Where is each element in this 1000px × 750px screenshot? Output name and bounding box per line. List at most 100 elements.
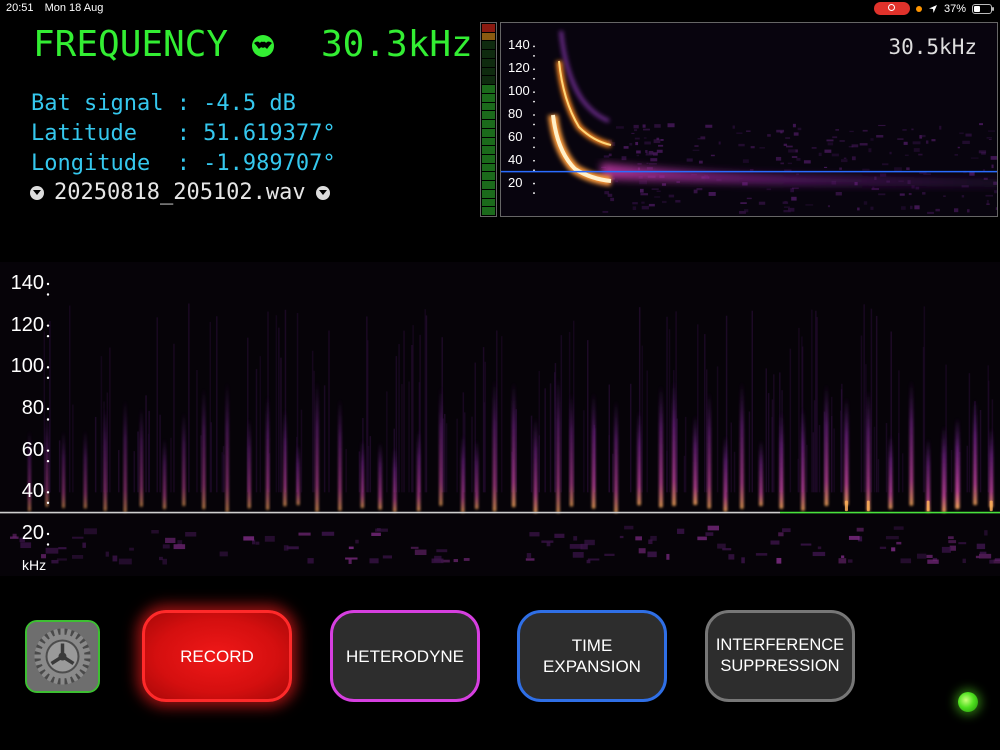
interference-suppression-button[interactable]: INTERFERENCE SUPPRESSION: [705, 610, 855, 702]
fundamental-core: [551, 114, 612, 183]
noise-column: [771, 399, 774, 493]
noise-speck: [431, 558, 444, 564]
noise-column: [630, 383, 632, 493]
gear-tooth: [34, 654, 42, 659]
noise-speck: [878, 193, 886, 196]
screen-record-icon[interactable]: [873, 2, 910, 15]
time-expansion-button[interactable]: TIME EXPANSION: [517, 610, 667, 702]
axis-dot: [46, 543, 50, 546]
mini-spectrogram[interactable]: 30.5kHz: [500, 22, 998, 217]
noise-column: [676, 418, 678, 493]
noise-speck: [790, 188, 794, 193]
noise-speck: [848, 535, 860, 540]
file-prev-icon[interactable]: [30, 185, 44, 200]
noise-column: [268, 453, 271, 493]
noise-speck: [660, 139, 664, 141]
harmonic-trace: [559, 30, 610, 123]
noise-column: [554, 363, 557, 493]
file-next-icon[interactable]: [315, 185, 330, 200]
noise-speck: [105, 551, 109, 557]
noise-column: [725, 315, 728, 493]
noise-speck: [862, 168, 870, 171]
noise-speck: [41, 554, 47, 559]
noise-speck: [749, 168, 754, 171]
main-spectrogram[interactable]: [0, 262, 1000, 576]
call-streak: [461, 434, 465, 513]
noise-speck: [843, 157, 847, 160]
noise-speck: [962, 140, 970, 145]
noise-speck: [785, 137, 791, 140]
interference-suppression-label: INTERFERENCE SUPPRESSION: [716, 635, 844, 677]
noise-speck: [675, 200, 681, 203]
noise-speck: [645, 150, 648, 153]
noise-speck: [641, 201, 645, 204]
noise-column: [748, 411, 751, 493]
noise-speck: [151, 529, 159, 534]
noise-column: [49, 320, 51, 493]
noise-speck: [173, 544, 186, 550]
bat-icon[interactable]: [250, 34, 276, 58]
noise-column: [424, 309, 426, 493]
settings-button[interactable]: [25, 620, 100, 693]
noise-speck: [610, 197, 615, 202]
mini-spectrogram-plot: [501, 30, 997, 214]
noise-column: [200, 435, 202, 493]
noise-speck: [45, 547, 59, 554]
level-meter-segment: [482, 155, 495, 163]
noise-speck: [912, 141, 921, 145]
main-spectrogram-plot: [0, 282, 1000, 565]
noise-column: [863, 304, 865, 493]
noise-speck: [746, 130, 751, 132]
noise-speck: [795, 149, 798, 153]
noise-speck: [651, 188, 659, 190]
axis-dot: [46, 501, 50, 505]
heterodyne-button[interactable]: HETERODYNE: [330, 610, 480, 702]
noise-speck: [911, 128, 914, 131]
noise-column: [798, 327, 800, 493]
noise-column: [280, 357, 282, 493]
noise-speck: [644, 141, 651, 145]
noise-speck: [642, 124, 646, 128]
noise-speck: [786, 145, 793, 148]
noise-column: [255, 368, 258, 493]
noise-speck: [649, 162, 657, 165]
noise-speck: [965, 133, 972, 137]
noise-speck: [839, 140, 845, 142]
noise-column: [666, 316, 668, 493]
noise-speck: [797, 127, 802, 131]
noise-speck: [604, 553, 615, 556]
noise-speck: [796, 157, 801, 161]
noise-column: [419, 334, 421, 493]
record-button[interactable]: RECORD: [142, 610, 292, 702]
status-left: 20:51 Mon 18 Aug: [6, 2, 111, 14]
gear-tooth: [66, 628, 72, 637]
noise-speck: [953, 208, 959, 213]
noise-speck: [880, 173, 887, 177]
call-streak: [556, 377, 560, 514]
call-streak: [801, 407, 805, 512]
noise-speck: [835, 129, 839, 131]
noise-speck: [20, 542, 32, 549]
noise-speck: [986, 137, 992, 139]
bat-signal-text: Bat signal : -4.5 dB: [31, 91, 296, 116]
noise-speck: [903, 141, 908, 145]
level-meter-segment: [482, 172, 495, 181]
axis-dot: [46, 334, 50, 338]
noise-column: [789, 348, 792, 493]
gear-tooth: [53, 628, 59, 637]
noise-speck: [252, 539, 256, 545]
noise-column: [386, 391, 388, 493]
noise-speck: [162, 544, 170, 549]
noise-speck: [919, 135, 923, 139]
noise-speck: [959, 132, 964, 135]
noise-speck: [954, 154, 959, 156]
noise-speck: [656, 137, 660, 140]
noise-speck: [10, 536, 19, 539]
noise-speck: [857, 207, 860, 211]
noise-speck: [580, 543, 588, 550]
noise-column: [443, 413, 446, 493]
noise-speck: [51, 559, 59, 564]
noise-column: [275, 315, 278, 493]
noise-speck: [602, 211, 609, 213]
noise-speck: [986, 203, 990, 205]
